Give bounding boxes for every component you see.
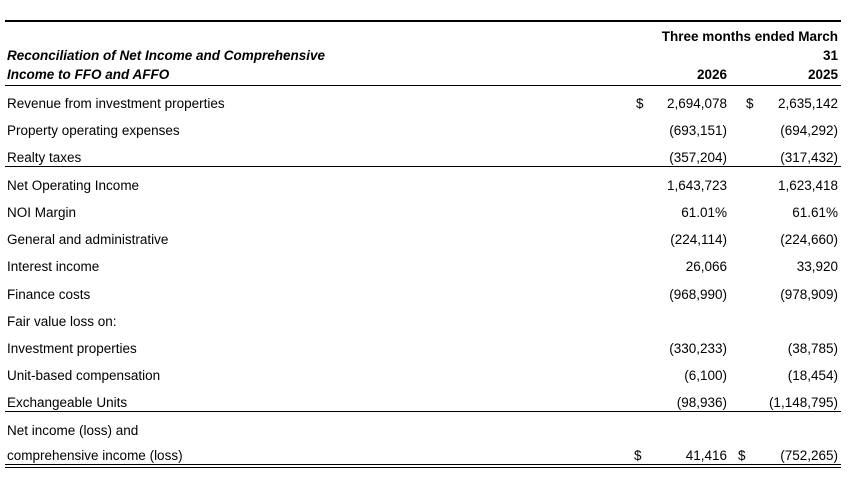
year-header-2025: 2025 (807, 67, 838, 82)
rule-under-realty-taxes (5, 166, 841, 167)
value-2025-net-operating-income: 1,623,418 (777, 178, 838, 193)
value-2026-noi-margin: 61.01% (681, 205, 727, 220)
bottom-double-rule-1 (5, 464, 841, 465)
row-label-finance-costs: Finance costs (7, 287, 91, 302)
year-header-2026: 2026 (696, 67, 727, 82)
row-label-realty-taxes: Realty taxes (7, 150, 82, 165)
value-2025-noi-margin: 61.61% (792, 205, 838, 220)
header-bottom-rule (5, 85, 841, 86)
row-label-revenue: Revenue from investment properties (7, 96, 225, 111)
period-header-line1: Three months ended March (661, 29, 838, 44)
row-label-interest-income: Interest income (7, 259, 100, 274)
value-2026-finance-costs: (968,990) (669, 287, 727, 302)
value-2026-unit-based-compensation: (6,100) (684, 368, 727, 383)
value-2026-revenue: 2,694,078 (666, 96, 727, 111)
value-2026-property-operating-expenses: (693,151) (669, 123, 727, 138)
top-rule (5, 20, 841, 22)
value-2026-net-income: 41,416 (685, 448, 727, 463)
value-2026-realty-taxes: (357,204) (669, 150, 727, 165)
value-2025-property-operating-expenses: (694,292) (780, 123, 838, 138)
value-2025-revenue: 2,635,142 (777, 96, 838, 111)
bottom-double-rule-2 (5, 467, 841, 468)
row-label-net-income-line1: Net income (loss) and (7, 423, 139, 438)
value-2026-net-operating-income: 1,643,723 (666, 178, 727, 193)
value-2025-realty-taxes: (317,432) (780, 150, 838, 165)
value-2025-unit-based-compensation: (18,454) (787, 368, 838, 383)
table-title-line1: Reconciliation of Net Income and Compreh… (7, 48, 326, 63)
row-label-unit-based-compensation: Unit-based compensation (7, 368, 161, 383)
dollar-sign-2025-net-income: $ (738, 448, 746, 463)
row-label-noi-margin: NOI Margin (7, 205, 77, 220)
value-2025-investment-properties: (38,785) (787, 341, 838, 356)
dollar-sign-2026: $ (636, 96, 644, 111)
value-2025-exchangeable-units: (1,148,795) (768, 395, 838, 410)
row-label-property-operating-expenses: Property operating expenses (7, 123, 180, 138)
value-2025-general-administrative: (224,660) (780, 232, 838, 247)
period-header-line2: 31 (822, 48, 838, 63)
rule-under-exchangeable-units (5, 411, 841, 412)
dollar-sign-2025: $ (746, 96, 754, 111)
row-label-net-operating-income: Net Operating Income (7, 178, 140, 193)
row-label-net-income-line2: comprehensive income (loss) (7, 448, 183, 463)
row-label-general-administrative: General and administrative (7, 232, 169, 247)
value-2025-interest-income: 33,920 (796, 259, 838, 274)
value-2025-finance-costs: (978,909) (780, 287, 838, 302)
value-2026-interest-income: 26,066 (685, 259, 727, 274)
row-label-fair-value-loss-on: Fair value loss on: (7, 314, 117, 329)
table-title-line2: Income to FFO and AFFO (7, 67, 170, 82)
value-2025-net-income: (752,265) (780, 448, 838, 463)
value-2026-exchangeable-units: (98,936) (676, 395, 727, 410)
dollar-sign-2026-net-income: $ (634, 448, 642, 463)
row-label-investment-properties: Investment properties (7, 341, 137, 356)
row-label-exchangeable-units: Exchangeable Units (7, 395, 128, 410)
value-2026-general-administrative: (224,114) (670, 232, 727, 247)
value-2026-investment-properties: (330,233) (669, 341, 727, 356)
